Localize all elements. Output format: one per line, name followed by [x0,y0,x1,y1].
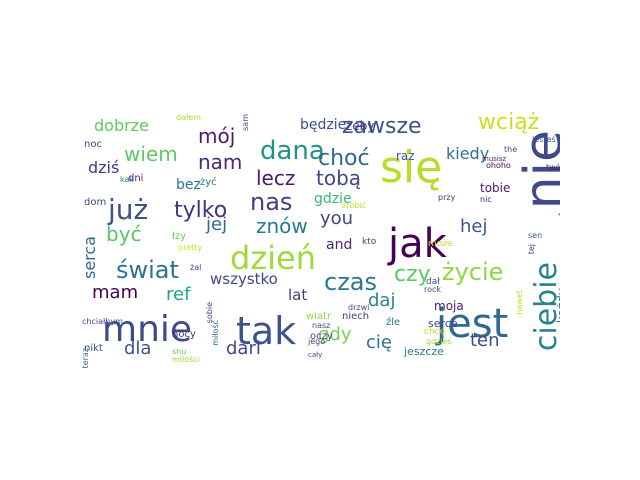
word: jej [206,214,228,235]
word: przed [556,212,560,263]
word: wiem [124,142,178,166]
word: daj [368,290,396,311]
word: będzie [300,117,347,133]
word: nikt [84,343,103,354]
word: kto [362,237,377,247]
word-cloud: się nie jak jest tak mnie dzień już dana nas świat… [80,112,560,368]
word: każdy [555,288,560,324]
word: drzwi [348,303,370,312]
word: the [504,145,518,154]
word: lecz [256,166,296,190]
word: dał [426,277,440,287]
word: dni [128,173,144,184]
word: noc [84,139,102,150]
word: czy [394,262,431,287]
word: bez [176,177,201,193]
word: gdy [318,324,352,345]
word: dari [226,338,261,359]
word: łzy [172,231,187,242]
word: czas [324,268,378,296]
word: pretty [178,243,203,252]
word: kak [120,175,135,184]
word: miłości [172,355,200,364]
word: rock [424,285,442,294]
word: gdzieś [426,337,452,346]
word: nocy [172,329,196,340]
word: choć [318,146,370,171]
word: nawet [515,290,524,315]
word: ohoho [486,161,511,170]
word: tylko [174,198,228,223]
word: musisz [482,155,507,163]
word: może [428,239,453,249]
word: dom [84,197,107,208]
word: miłość [211,320,220,346]
word: cały [308,351,323,359]
word: sam [241,114,250,131]
word: dzień [230,239,316,277]
word: tobie [480,181,511,195]
word: dałem [176,113,201,122]
word: jeszcze [404,345,444,358]
word: przy [438,193,456,202]
word: mnie [102,309,193,350]
word: znów [256,214,308,238]
word: hej [460,216,488,237]
word: żeby [346,119,375,133]
word: jego [308,337,326,346]
word: cię [366,332,392,353]
word: dla [124,338,152,359]
word: teraz [81,348,90,368]
word: się [380,142,443,193]
word: być [106,222,142,246]
word: serce [428,317,458,330]
word: nas [250,188,293,216]
word: wciąż [478,112,540,135]
word: nam [198,150,243,174]
word: świat [116,256,179,284]
word: serca [80,236,99,280]
word: zrobić [342,201,366,210]
word: żal [190,263,202,272]
word: chcę [424,327,446,337]
word: jest [436,301,509,347]
word: chciałbym [82,317,123,326]
word: tobą [316,166,362,190]
word: ref [166,284,191,305]
word: jesteś [532,135,556,144]
word: raz [396,149,415,163]
word: kiedy [446,144,490,163]
word: mam [92,282,139,303]
word: and [326,237,353,253]
word: snu [172,347,187,356]
word: wiatr [306,311,332,322]
word: mój [198,124,236,148]
word: niech [342,311,370,322]
word: tej [527,244,536,255]
word: jak [388,221,447,267]
word: wszystko [210,270,278,288]
word: sen [528,231,543,240]
word: żyć [200,177,217,188]
word: nasz [312,321,331,330]
word: oczy [310,331,333,342]
word: zawsze [342,114,422,139]
word: gdzie [314,191,352,207]
word: tak [236,309,297,353]
word: źle [386,317,401,328]
word: życie [442,258,504,286]
word: ten [470,330,500,351]
word: dobrze [94,116,149,135]
word: you [320,208,354,229]
word: moja [434,299,464,313]
word: dana [260,136,325,166]
word: dziś [88,158,120,177]
word: lat [288,286,308,304]
word: nic [480,195,492,204]
word: już [108,193,149,226]
